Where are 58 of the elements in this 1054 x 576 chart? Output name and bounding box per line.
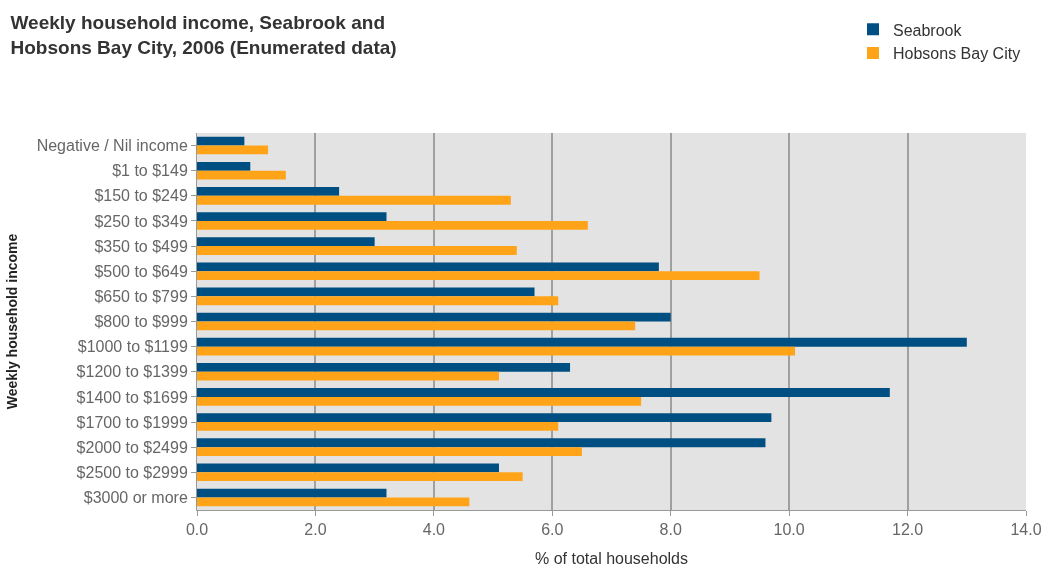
y-tick-label: $2500 to $2999	[76, 463, 188, 481]
bar	[197, 413, 772, 423]
bar	[197, 312, 671, 322]
y-tick-label: $1000 to $1199	[77, 338, 188, 356]
y-tick-label: $1400 to $1699	[76, 388, 188, 406]
bar	[197, 161, 251, 171]
bar	[197, 170, 286, 180]
y-tick-label: $1200 to $1399	[76, 363, 188, 381]
bar	[197, 422, 559, 431]
bar	[197, 271, 760, 281]
x-tick-label: 8.0	[659, 521, 682, 539]
bar	[197, 237, 375, 247]
chart-title: Weekly household income, Seabrook and Hobsons Bay City, 2006 (Enumerated data)	[10, 11, 397, 58]
bar	[197, 212, 387, 221]
bar	[197, 195, 511, 205]
bar	[197, 371, 499, 381]
y-tick-label: $2000 to $2499	[76, 438, 188, 456]
x-tick-label: 14.0	[1010, 521, 1042, 539]
bar	[197, 447, 582, 456]
x-tick-label: 0.0	[185, 521, 209, 539]
bar	[197, 488, 387, 498]
bar	[197, 246, 517, 255]
y-tick-label: $250 to $349	[94, 212, 188, 230]
bar	[197, 497, 470, 507]
y-tick-label: $1 to $149	[112, 162, 188, 180]
bar	[197, 296, 559, 306]
y-tick-label: Negative / Nil income	[36, 137, 188, 155]
bar	[197, 346, 796, 356]
bar	[197, 321, 636, 331]
legend-label: Seabrook	[893, 21, 963, 39]
y-tick-label: $650 to $799	[94, 287, 188, 305]
bar	[197, 262, 659, 272]
y-tick-label: $150 to $249	[94, 187, 188, 205]
y-tick-label: $500 to $649	[94, 262, 188, 280]
y-axis-title: Weekly household income	[4, 233, 21, 410]
x-tick-label: 10.0	[773, 521, 805, 539]
bar	[197, 438, 766, 448]
x-tick-label: 4.0	[422, 521, 446, 539]
bar	[197, 145, 269, 155]
bar	[197, 396, 642, 406]
bar	[197, 220, 588, 230]
x-tick-label: 2.0	[304, 521, 327, 539]
bar	[197, 287, 535, 297]
bar	[197, 463, 499, 473]
bar	[197, 337, 967, 347]
x-tick-label: 6.0	[541, 521, 564, 539]
x-tick-label: 12.0	[892, 521, 924, 539]
y-tick-label: $1700 to $1999	[76, 413, 188, 431]
x-axis-title: % of total households	[535, 549, 688, 567]
bar	[197, 136, 245, 146]
y-tick-label: $800 to $999	[94, 313, 188, 331]
legend-label: Hobsons Bay City	[893, 45, 1021, 63]
bar	[197, 362, 571, 372]
bar	[197, 388, 890, 397]
bar	[197, 472, 523, 482]
bar	[197, 187, 340, 196]
y-tick-label: $350 to $499	[94, 237, 188, 255]
y-tick-label: $3000 or more	[83, 489, 188, 507]
